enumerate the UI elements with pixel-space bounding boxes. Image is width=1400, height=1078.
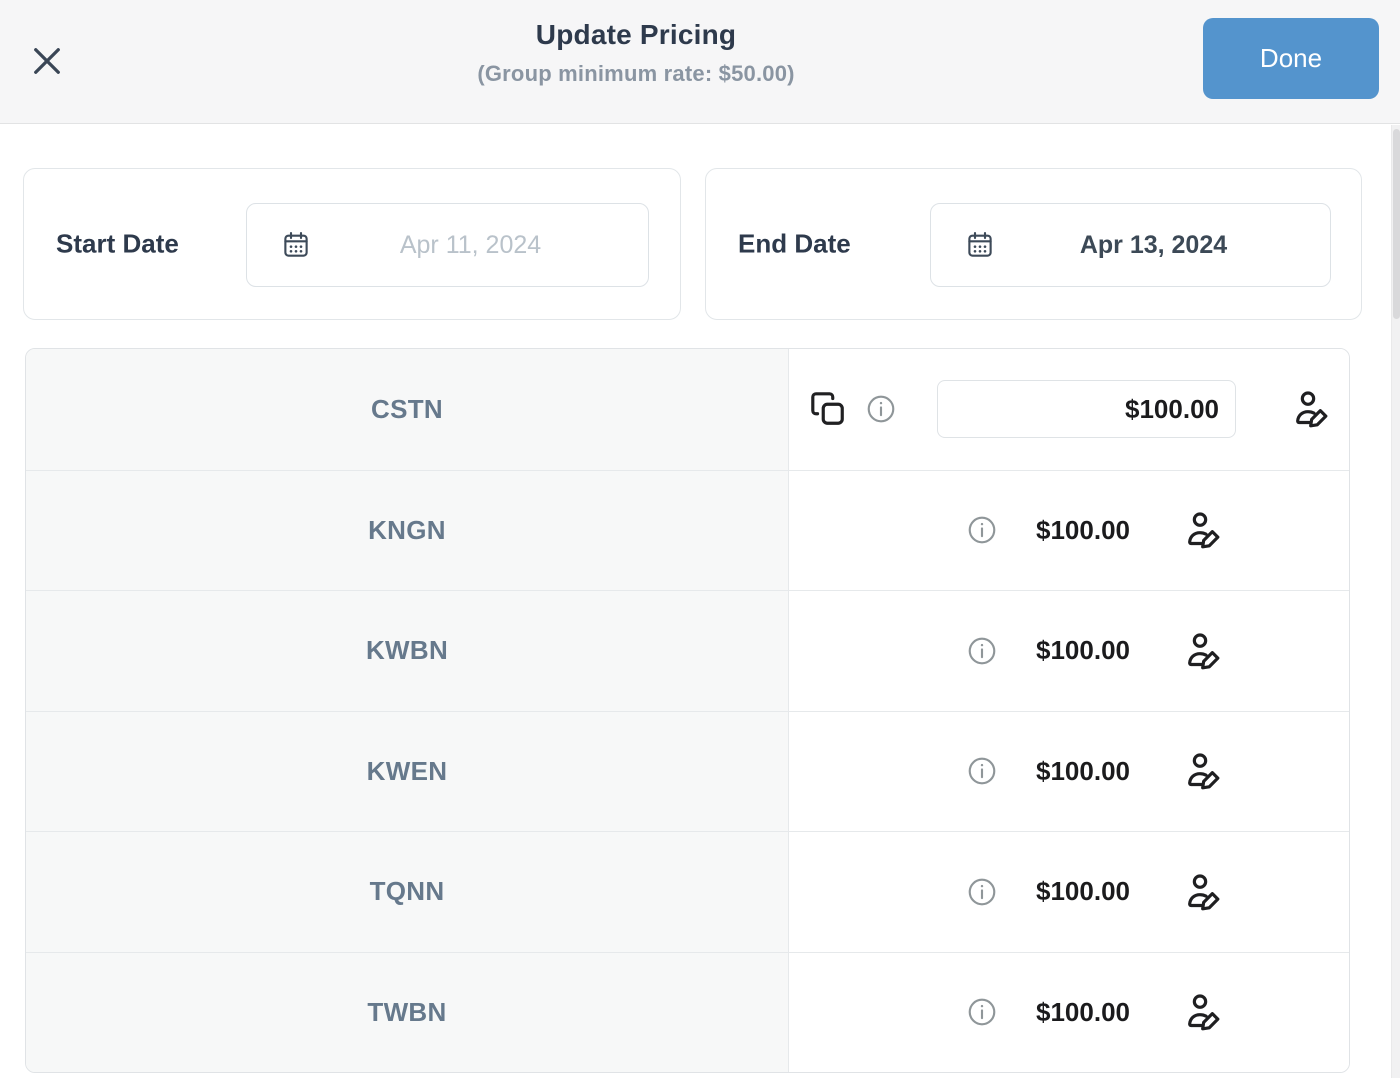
- close-button[interactable]: [27, 41, 67, 81]
- user-edit-icon: [1184, 631, 1224, 671]
- start-date-card: Start Date Apr 11, 2024: [23, 168, 681, 320]
- edit-price-button[interactable]: [1184, 631, 1224, 671]
- room-code-label: TQNN: [369, 876, 445, 907]
- room-code-label: KNGN: [368, 514, 446, 545]
- room-code-label: KWBN: [365, 635, 449, 666]
- room-code-cell: TQNN: [26, 832, 789, 952]
- price-value: $100.00: [1036, 876, 1130, 907]
- price-value: $100.00: [1036, 755, 1130, 786]
- info-button[interactable]: [966, 876, 998, 908]
- start-date-value: Apr 11, 2024: [399, 230, 542, 259]
- price-cell: $100.00: [815, 952, 1349, 1072]
- end-date-value: Apr 13, 2024: [1079, 230, 1228, 259]
- table-row: TWBN $100.00: [26, 951, 1349, 1072]
- room-code-label: CSTN: [371, 393, 443, 424]
- info-button[interactable]: [966, 755, 998, 787]
- info-icon: [966, 635, 998, 667]
- price-value: $100.00: [1036, 635, 1130, 666]
- room-code-label: KWEN: [366, 755, 448, 786]
- page-title: Update Pricing: [535, 19, 737, 50]
- price-value: $100.00: [1036, 514, 1130, 545]
- user-edit-icon: [1184, 872, 1224, 912]
- table-row: TQNN $100.00: [26, 831, 1349, 952]
- info-icon: [966, 514, 998, 546]
- edit-price-button[interactable]: [1184, 992, 1224, 1032]
- price-cell: [789, 349, 1349, 470]
- end-date-input[interactable]: Apr 13, 2024: [930, 203, 1331, 287]
- start-date-input[interactable]: Apr 11, 2024: [246, 203, 649, 287]
- copy-icon: [809, 390, 847, 428]
- room-code-cell: KWEN: [26, 711, 789, 831]
- user-edit-icon: [1184, 992, 1224, 1032]
- info-button[interactable]: [966, 635, 998, 667]
- table-row: KNGN $100.00: [26, 469, 1349, 590]
- calendar-icon: [965, 230, 995, 260]
- edit-price-button[interactable]: [1184, 872, 1224, 912]
- info-icon: [865, 393, 897, 425]
- price-cell: $100.00: [815, 591, 1349, 711]
- price-cell: $100.00: [815, 711, 1349, 831]
- info-button[interactable]: [865, 393, 897, 425]
- edit-price-button[interactable]: [1292, 389, 1332, 429]
- done-button[interactable]: Done: [1203, 18, 1379, 99]
- pricing-table: CSTN: [25, 348, 1350, 1073]
- table-row: KWEN $100.00: [26, 710, 1349, 831]
- copy-button[interactable]: [809, 390, 847, 428]
- calendar-icon: [281, 230, 311, 260]
- edit-price-button[interactable]: [1184, 751, 1224, 791]
- price-value: $100.00: [1036, 996, 1130, 1027]
- scrollbar-thumb[interactable]: [1393, 129, 1400, 319]
- info-button[interactable]: [966, 514, 998, 546]
- title-block: Update Pricing (Group minimum rate: $50.…: [0, 19, 1272, 87]
- edit-price-button[interactable]: [1184, 510, 1224, 550]
- end-date-label: End Date: [738, 228, 851, 259]
- close-icon: [29, 43, 65, 79]
- info-icon: [966, 876, 998, 908]
- page-subtitle: (Group minimum rate: $50.00): [477, 61, 795, 86]
- room-code-cell: KWBN: [26, 591, 789, 711]
- user-edit-icon: [1184, 510, 1224, 550]
- room-code-cell: KNGN: [26, 470, 789, 590]
- room-code-label: TWBN: [367, 996, 447, 1027]
- end-date-card: End Date Apr 13, 2024: [705, 168, 1362, 320]
- room-code-cell: TWBN: [26, 952, 789, 1072]
- user-edit-icon: [1292, 389, 1332, 429]
- modal-header: Update Pricing (Group minimum rate: $50.…: [0, 0, 1400, 124]
- price-cell: $100.00: [815, 470, 1349, 590]
- info-button[interactable]: [966, 996, 998, 1028]
- price-cell: $100.00: [815, 832, 1349, 952]
- info-icon: [966, 755, 998, 787]
- table-row: KWBN $100.00: [26, 590, 1349, 711]
- table-row: CSTN: [26, 349, 1349, 470]
- scrollbar-track[interactable]: [1391, 125, 1400, 1078]
- user-edit-icon: [1184, 751, 1224, 791]
- room-code-cell: CSTN: [26, 349, 789, 470]
- start-date-label: Start Date: [56, 228, 179, 259]
- info-icon: [966, 996, 998, 1028]
- price-input[interactable]: [937, 380, 1236, 439]
